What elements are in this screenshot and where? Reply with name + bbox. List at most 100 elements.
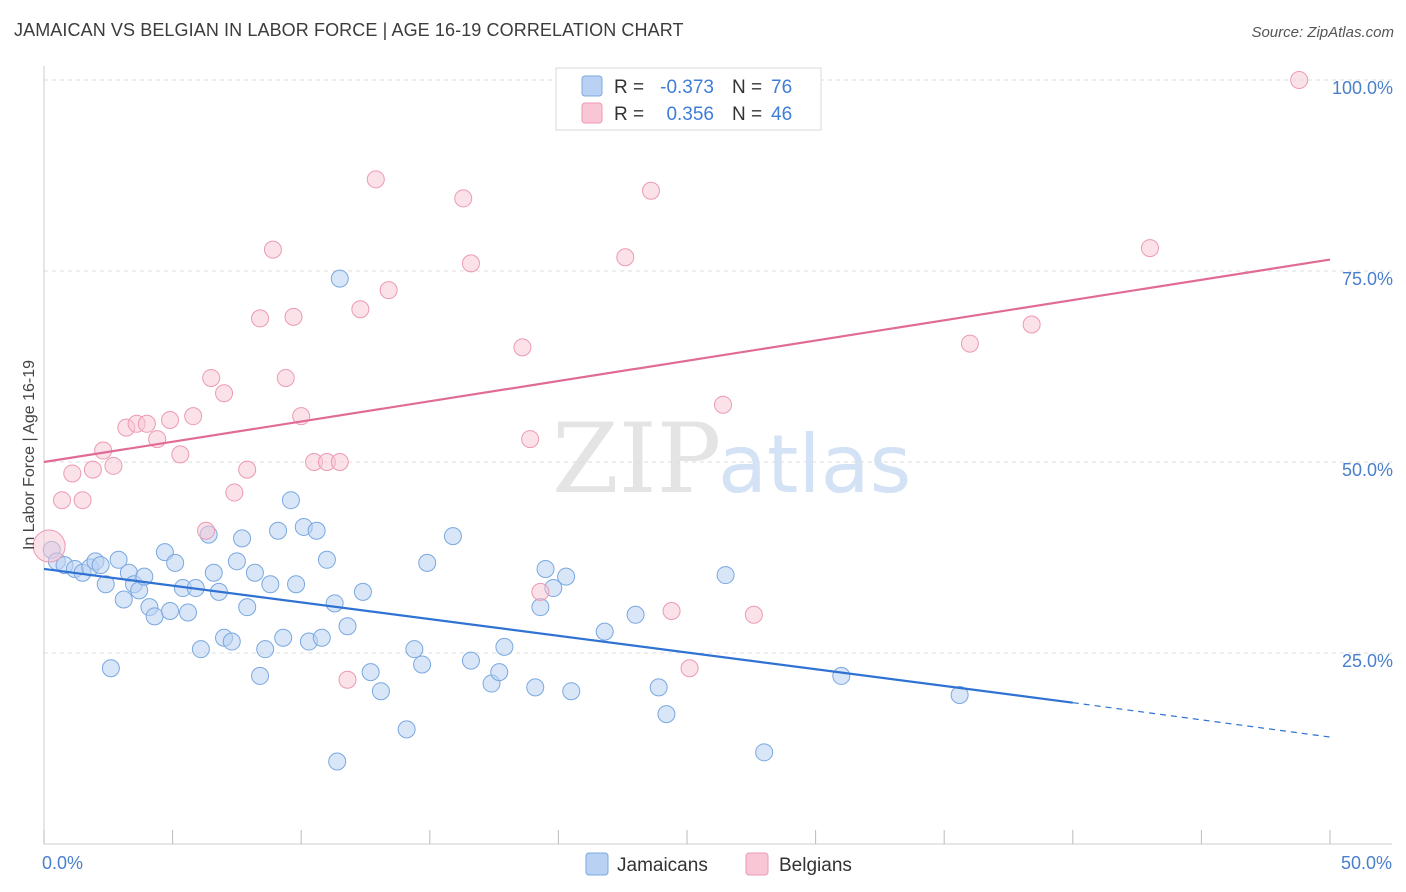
jamaican-point <box>166 553 185 572</box>
series-legend-jamaicans: Jamaicans <box>617 855 708 876</box>
belgian-point <box>32 529 66 563</box>
jamaican-point <box>179 603 198 622</box>
legend-n-label-jamaican: N = <box>732 77 762 98</box>
jamaican-points <box>42 269 969 771</box>
watermark-zip: ZIP <box>552 403 721 515</box>
jamaican-point <box>269 521 288 540</box>
belgian-point <box>215 384 234 403</box>
jamaican-point <box>626 605 645 624</box>
jamaican-trend-line <box>43 567 1073 704</box>
belgian-point <box>171 445 190 464</box>
legend-n-value-jamaican: 76 <box>771 77 792 98</box>
jamaican-point <box>191 640 210 659</box>
belgian-point <box>616 248 635 267</box>
belgian-point <box>184 407 203 426</box>
belgian-point <box>202 368 221 387</box>
jamaican-point <box>330 269 349 288</box>
jamaican-point <box>96 575 115 594</box>
jamaican-point <box>261 575 280 594</box>
jamaican-point <box>536 559 555 578</box>
source-label: Source: ZipAtlas.com <box>1251 24 1394 41</box>
jamaican-point <box>161 601 180 620</box>
belgian-point <box>680 659 699 678</box>
jamaican-point <box>256 640 275 659</box>
jamaican-point <box>245 563 264 582</box>
trend-lines <box>43 258 1331 738</box>
belgian-point <box>454 189 473 208</box>
jamaican-point <box>222 632 241 651</box>
belgian-point <box>744 605 763 624</box>
belgian-point <box>461 254 480 273</box>
jamaican-point <box>418 553 437 572</box>
jamaican-point <box>238 598 257 617</box>
belgian-point <box>104 456 123 475</box>
jamaican-point <box>145 607 164 626</box>
jamaican-point <box>461 651 480 670</box>
y-tick-label: 100.0% <box>1332 78 1393 98</box>
y-tick-label: 25.0% <box>1342 651 1393 671</box>
jamaican-point <box>325 594 344 613</box>
belgian-point <box>1022 315 1041 334</box>
jamaican-point <box>353 582 372 601</box>
belgian-point <box>1290 71 1309 89</box>
x-tick-label-max: 50.0% <box>1341 853 1392 873</box>
belgian-point <box>338 670 357 689</box>
jamaican-point <box>371 682 390 701</box>
jamaican-point <box>317 550 336 569</box>
watermark-atlas: atlas <box>718 418 911 511</box>
belgian-point <box>330 453 349 471</box>
y-axis-label: In Labor Force | Age 16-19 <box>21 360 38 550</box>
belgian-trend-line <box>43 258 1331 464</box>
jamaican-point <box>101 659 120 678</box>
jamaican-point <box>716 566 735 585</box>
jamaican-point <box>495 637 514 656</box>
correlation-legend: R = -0.373 N = 76 R = 0.356 N = 46 <box>555 67 822 131</box>
y-tick-labels: 25.0% 50.0% 75.0% 100.0% <box>1332 78 1393 671</box>
y-tick-label: 50.0% <box>1342 460 1393 480</box>
x-tick-label-min: 0.0% <box>42 853 83 873</box>
jamaican-point <box>91 556 110 575</box>
belgian-point <box>83 460 102 479</box>
jamaican-point <box>397 720 416 739</box>
jamaican-point <box>281 491 300 510</box>
legend-n-value-belgian: 46 <box>771 104 792 125</box>
belgian-point <box>351 300 370 319</box>
jamaican-point <box>443 527 462 546</box>
jamaican-point <box>405 640 424 659</box>
belgian-point <box>197 521 216 540</box>
jamaican-point <box>832 666 851 685</box>
jamaican-point <box>338 617 357 636</box>
belgian-point <box>276 368 295 387</box>
legend-n-label-belgian: N = <box>732 104 762 125</box>
jamaican-point <box>531 598 550 617</box>
jamaican-point <box>312 628 331 647</box>
series-legend-belgians: Belgians <box>779 855 852 876</box>
belgian-point <box>662 601 681 620</box>
legend-r-value-belgian: 0.356 <box>666 104 714 125</box>
jamaican-point <box>109 550 128 569</box>
jamaican-point <box>526 678 545 697</box>
jamaican-point <box>251 666 270 685</box>
grid-lines <box>44 79 1392 654</box>
jamaican-point <box>649 678 668 697</box>
jamaican-point <box>361 663 380 682</box>
belgian-points <box>32 71 1309 689</box>
belgian-point <box>379 281 398 300</box>
belgian-point <box>225 483 244 502</box>
legend-r-label-jamaican: R = <box>614 77 644 98</box>
belgian-point <box>714 395 733 414</box>
belgian-point <box>161 410 180 429</box>
jamaican-point <box>328 752 347 771</box>
belgian-point <box>73 491 92 510</box>
legend-r-value-jamaican: -0.373 <box>660 77 714 98</box>
belgian-point <box>63 464 82 483</box>
belgian-point <box>284 307 303 326</box>
legend-swatch-jamaican <box>581 75 603 97</box>
jamaican-point <box>595 622 614 641</box>
jamaican-point <box>233 529 252 548</box>
jamaican-point <box>274 628 293 647</box>
belgian-point <box>238 460 257 479</box>
series-legend-swatch-belgians <box>745 852 769 876</box>
belgian-point <box>137 414 156 433</box>
